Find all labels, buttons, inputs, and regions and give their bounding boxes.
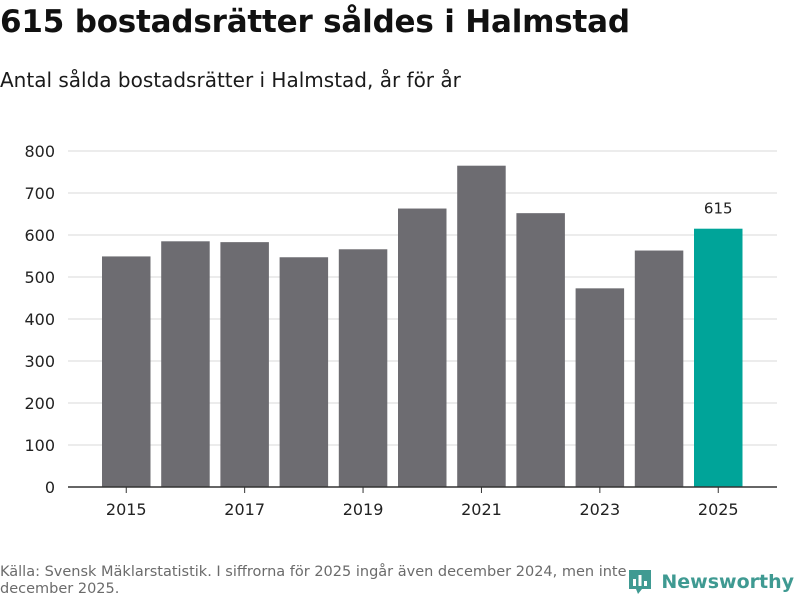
bar-2024 — [634, 250, 684, 487]
bar-2021 — [457, 165, 506, 487]
bar-2020 — [398, 208, 447, 488]
y-tick-label: 600 — [24, 226, 55, 245]
data-label-2025: 615 — [704, 200, 733, 218]
bar-2017 — [220, 242, 269, 487]
brand-name: Newsworthy — [661, 571, 794, 593]
x-tick-label: 2017 — [224, 500, 265, 519]
x-tick-label: 2019 — [343, 500, 384, 519]
chart-title: 615 bostadsrätter såldes i Halmstad — [0, 4, 630, 40]
y-tick-label: 200 — [24, 394, 55, 413]
x-tick-label: 2015 — [106, 500, 147, 519]
x-tick-label: 2025 — [698, 500, 739, 519]
bar-2018 — [279, 257, 329, 487]
bar-2016 — [161, 241, 210, 487]
bar-2023 — [575, 288, 625, 487]
x-tick-label: 2023 — [579, 500, 620, 519]
y-tick-label: 800 — [24, 142, 55, 161]
chart-subtitle: Antal sålda bostadsrätter i Halmstad, år… — [0, 68, 461, 92]
y-tick-label: 500 — [24, 268, 55, 287]
y-tick-label: 100 — [24, 436, 55, 455]
source-note: Källa: Svensk Mäklarstatistik. I siffror… — [0, 564, 627, 597]
bar-2015 — [102, 256, 151, 487]
y-tick-label: 300 — [24, 352, 55, 371]
newsworthy-logo-icon — [629, 570, 652, 594]
x-tick-label: 2021 — [461, 500, 502, 519]
y-tick-label: 0 — [45, 478, 55, 497]
bar-2019 — [338, 249, 388, 487]
bar-2025 — [694, 228, 743, 487]
y-tick-label: 400 — [24, 310, 55, 329]
y-tick-label: 700 — [24, 184, 55, 203]
bar-2022 — [516, 213, 565, 487]
brand-logo: Newsworthy — [627, 568, 794, 596]
